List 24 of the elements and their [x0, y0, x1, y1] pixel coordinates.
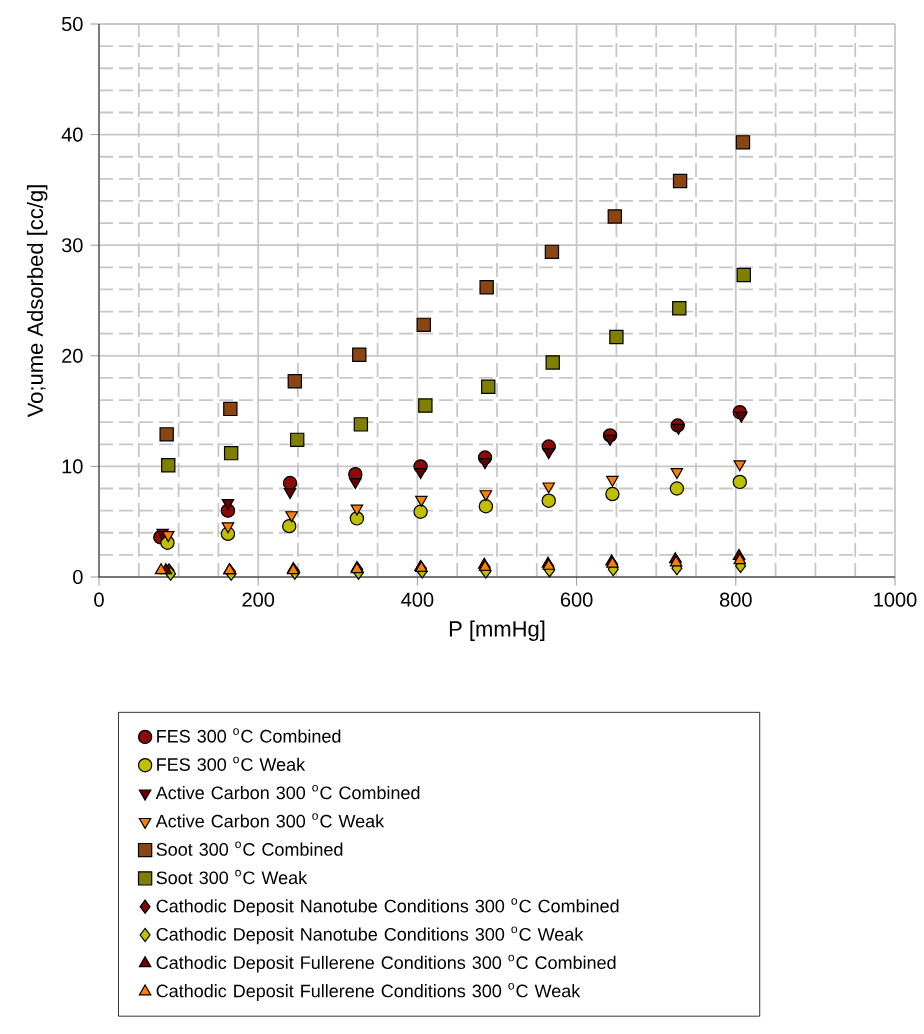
- y-tick-label: 20: [62, 348, 83, 363]
- legend-label: Cathodic Deposit Nanotube Conditions 300 $^{o}$C Weak: [156, 926, 584, 945]
- legend-label: Active Carbon 300 $^{o}$C Weak: [155, 813, 385, 828]
- x-tick-label: 0: [94, 592, 104, 607]
- legend-label: Active Carbon 300 $^{o}$C Combined: [155, 784, 420, 800]
- legend-label: Cathodic Deposit Nanotube Conditions 300 $^{o}$C Combined: [156, 898, 619, 916]
- legend-label: Soot 300 $^{o}$C Combined: [156, 841, 343, 856]
- x-tick-label: 400: [401, 592, 434, 607]
- y-tick-label: 40: [61, 127, 83, 142]
- legend-label: Soot 300 $^{o}$C Weak: [156, 869, 308, 885]
- x-axis-title: P [mmHg]: [449, 620, 545, 641]
- y-tick-label: 50: [62, 16, 83, 32]
- x-tick-label: 200: [242, 592, 275, 607]
- legend-label: Cathodic Deposit Fullerene Conditions 300 $^{o}$C Weak: [156, 983, 581, 1001]
- legend-label: FES 300 $^{o}$C Weak: [157, 756, 306, 771]
- x-tick-label: 600: [560, 592, 593, 607]
- x-tick-label: 800: [720, 592, 752, 607]
- y-tick-label: 30: [61, 238, 83, 253]
- legend-label: Cathodic Deposit Fullerene Conditions 300 $^{o}$C Combined: [156, 954, 616, 973]
- y-tick-label: 10: [62, 459, 83, 474]
- x-tick-label: 1000: [874, 592, 917, 607]
- legend-label: FES 300 $^{o}$C Combined: [157, 728, 341, 743]
- y-tick-label: 0: [73, 569, 83, 585]
- y-axis-title: Vo;ume Adsorbed [cc/g]: [26, 185, 48, 418]
